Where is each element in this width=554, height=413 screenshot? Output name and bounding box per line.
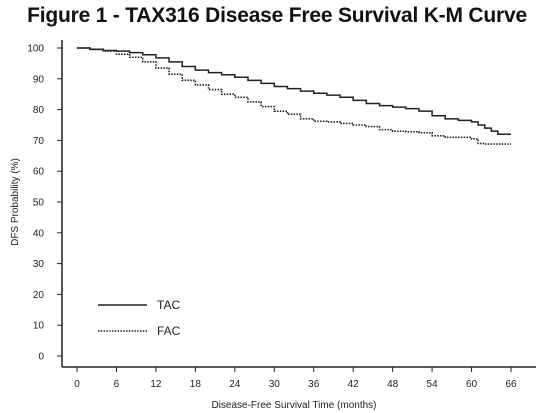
y-tick-label: 0 <box>38 352 44 363</box>
x-tick-label: 60 <box>466 379 478 390</box>
y-tick-label: 50 <box>33 198 45 209</box>
x-tick-label: 66 <box>505 379 517 390</box>
y-tick-label: 10 <box>33 321 45 332</box>
legend-label-tac: TAC <box>157 298 180 312</box>
y-tick-label: 40 <box>33 228 45 239</box>
y-ticks: 0 10 20 30 40 50 60 70 80 90 100 <box>27 44 62 363</box>
y-tick-label: 90 <box>33 74 45 85</box>
x-ticks: 0 6 12 18 24 30 36 42 48 54 60 66 <box>74 367 517 390</box>
y-tick-label: 100 <box>27 44 44 55</box>
y-tick-label: 20 <box>33 290 45 301</box>
x-axis-label: Disease-Free Survival Time (months) <box>211 400 376 411</box>
y-axis-label: DFS Probability (%) <box>10 158 21 246</box>
x-tick-label: 6 <box>114 379 120 390</box>
legend: TAC FAC <box>98 298 181 338</box>
y-tick-label: 80 <box>33 105 45 116</box>
survival-curves <box>77 47 511 145</box>
y-tick-label: 60 <box>33 167 45 178</box>
curve-fac <box>77 47 511 145</box>
x-tick-label: 24 <box>229 379 241 390</box>
x-tick-label: 36 <box>308 379 320 390</box>
chart-title: Figure 1 - TAX316 Disease Free Survival … <box>27 4 527 27</box>
x-tick-label: 30 <box>269 379 281 390</box>
x-tick-label: 0 <box>74 379 80 390</box>
legend-label-fac: FAC <box>157 324 181 338</box>
x-tick-label: 12 <box>150 379 162 390</box>
chart-axes <box>61 40 536 368</box>
x-tick-label: 42 <box>348 379 360 390</box>
x-tick-label: 18 <box>190 379 202 390</box>
x-tick-label: 48 <box>387 379 399 390</box>
y-tick-label: 30 <box>33 259 45 270</box>
y-tick-label: 70 <box>33 136 45 147</box>
curve-tac <box>77 47 511 135</box>
x-tick-label: 54 <box>427 379 439 390</box>
